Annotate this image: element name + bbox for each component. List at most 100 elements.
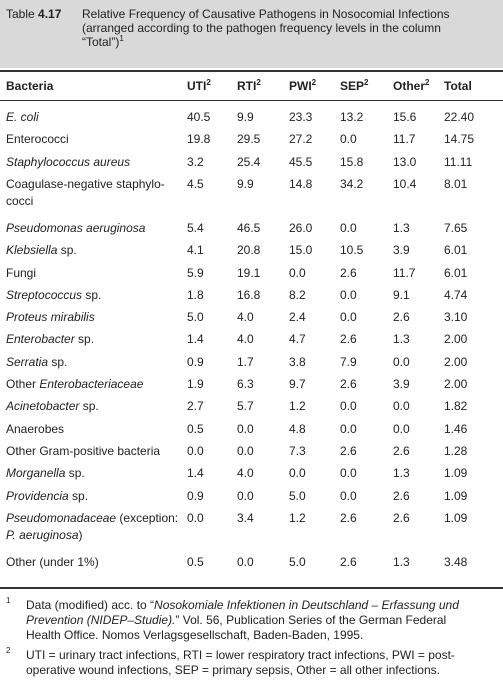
bacteria-name: Providencia sp.	[6, 489, 88, 503]
cell: 11.7	[393, 132, 416, 147]
caption-band	[0, 0, 503, 68]
italic-run: Streptococcus	[6, 287, 83, 302]
caption-line: Relative Frequency of Causative Pathogen…	[82, 7, 450, 21]
cell: 7.65	[444, 220, 468, 235]
italic-run: E. coli	[6, 110, 39, 124]
text-run: Other Gram-positive bacteria	[6, 443, 161, 458]
cell: 0.0	[340, 132, 357, 147]
cell: 6.01	[444, 265, 468, 280]
text-run: operative wound infections, SEP = primar…	[26, 663, 440, 677]
cell: 2.6	[340, 377, 357, 391]
cell: 11.7	[393, 265, 416, 280]
cell: 0.0	[340, 421, 357, 436]
bacteria-name: Other Enterobacteriaceae	[6, 377, 143, 391]
cell: 0.0	[187, 510, 204, 525]
cell: 23.3	[289, 110, 313, 124]
cell: 5.4	[187, 220, 204, 235]
caption-line: “Total”)1	[82, 35, 124, 50]
cell: 46.5	[237, 220, 261, 235]
footnote-ref: 2	[425, 78, 430, 87]
text-run: ” Vol. 56, Publication Series of the Ger…	[175, 613, 447, 627]
label: Table	[6, 7, 35, 21]
text-run: Coagulase-negative staphylo-	[6, 176, 165, 191]
cell: 1.28	[444, 443, 468, 458]
cell: 0.5	[187, 421, 204, 436]
italic-run: Staphylococcus aureus	[6, 154, 131, 169]
header-text: UTI	[187, 79, 207, 93]
cell: 0.9	[187, 354, 204, 369]
bacteria-name: P. aeruginosa)	[6, 528, 83, 542]
cell: 0.0	[289, 466, 306, 481]
bottom-rule	[0, 587, 503, 589]
cell: 5.0	[187, 310, 204, 325]
column-header: UTI2	[187, 78, 211, 94]
cell: 9.1	[393, 287, 410, 302]
bacteria-name: Klebsiella sp.	[6, 243, 77, 257]
cell: 5.9	[187, 265, 204, 280]
cell: 9.9	[237, 176, 254, 191]
cell: 1.09	[444, 466, 468, 481]
text-run: sp.	[48, 354, 68, 369]
cell: 1.46	[444, 421, 468, 436]
cell: 29.5	[237, 132, 261, 147]
column-header: SEP2	[340, 79, 368, 94]
cell: 4.0	[237, 332, 254, 347]
bacteria-name: Coagulase-negative staphylo-	[6, 177, 165, 191]
text-run: sp.	[68, 488, 89, 503]
text-run: UTI = urinary tract infections, RTI = lo…	[26, 648, 455, 662]
bacteria-name: Pseudomonas aeruginosa	[6, 221, 145, 235]
cell: 4.0	[237, 310, 254, 325]
footnote-line: Health Office. Nomos Verlagsgesellschaft…	[26, 628, 363, 642]
italic-run: Enterobacteriaceae	[39, 377, 144, 391]
italic-run: Enterobacter	[6, 332, 75, 347]
text-run: cocci	[6, 193, 34, 208]
cell: 7.9	[340, 354, 357, 369]
italic-run: Pseudomonas aeruginosa	[6, 220, 146, 235]
cell: 1.09	[444, 510, 468, 525]
text-run: Other	[6, 377, 40, 391]
cell: 0.0	[340, 220, 357, 235]
bacteria-name: Staphylococcus aureus	[6, 155, 130, 169]
cell: 2.6	[340, 510, 357, 525]
cell: 1.9	[187, 377, 204, 391]
cell: 15.6	[393, 110, 417, 124]
cell: 1.2	[289, 510, 306, 525]
cell: 14.8	[289, 176, 313, 191]
bacteria-name: Anaerobes	[6, 422, 64, 436]
header-text: PWI	[289, 79, 312, 93]
cell: 1.82	[444, 399, 468, 414]
cell: 6.3	[237, 377, 254, 391]
cell: 1.3	[393, 332, 410, 347]
cell: 1.3	[393, 466, 410, 481]
italic-run: Prevention (NIDEP–Studie).	[26, 613, 176, 627]
bacteria-name: Serratia sp.	[6, 355, 67, 369]
header-text: Other	[393, 79, 426, 93]
header-rule	[0, 100, 503, 101]
cell: 15.0	[289, 243, 313, 258]
italic-run: Nosokomiale Infektionen in Deutschland –…	[154, 598, 459, 612]
text-run: sp.	[57, 243, 77, 258]
cell: 2.6	[340, 554, 357, 569]
cell: 2.4	[289, 310, 306, 325]
footnote-line: Prevention (NIDEP–Studie).” Vol. 56, Pub…	[26, 613, 446, 627]
text-run: Enterococci	[6, 132, 69, 147]
header-text: RTI	[237, 79, 257, 93]
italic-run: Klebsiella	[6, 243, 58, 258]
cell: 0.5	[187, 554, 204, 569]
text-run: Other (under 1%)	[6, 554, 99, 569]
header-text: SEP	[340, 79, 365, 93]
cell: 0.0	[340, 310, 357, 325]
cell: 5.0	[289, 554, 306, 569]
cell: 10.5	[340, 243, 364, 258]
cell: 34.2	[340, 176, 364, 191]
column-header: RTI2	[237, 78, 261, 94]
italic-run: Proteus mirabilis	[6, 310, 95, 325]
cell: 2.00	[444, 354, 468, 369]
footnote-ref: 2	[256, 78, 261, 87]
footnote-ref: 2	[206, 78, 211, 87]
cell: 45.5	[289, 154, 313, 169]
bacteria-name: cocci	[6, 194, 33, 208]
cell: 8.01	[444, 176, 468, 191]
cell: 2.6	[393, 443, 410, 458]
